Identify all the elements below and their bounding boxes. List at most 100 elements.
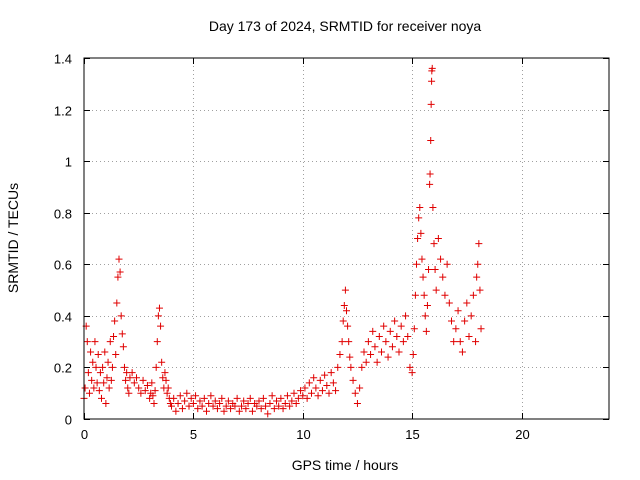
data-point [164,384,172,392]
data-point [113,299,121,307]
y-axis-label: SRMTID / TECUs [5,183,21,293]
data-point [443,260,451,268]
data-point [318,387,326,395]
ticks-layer: 0 5 10 15 20 0 0.2 0.4 0.6 0.8 1 1.2 1.4 [54,52,609,442]
data-points-layer [80,64,485,418]
data-point [117,312,125,320]
data-point [334,363,342,371]
data-point [88,376,96,384]
data-point [84,369,92,377]
data-point [211,397,219,405]
data-point [288,397,296,405]
data-point [305,379,313,387]
data-point [102,400,110,408]
data-point [418,255,426,263]
data-point [378,348,385,356]
data-point [344,322,352,330]
y-tick-label: 0.6 [54,258,72,273]
data-point [445,299,453,307]
data-point [183,389,191,397]
data-point [404,332,412,340]
data-point [427,100,435,108]
data-point [475,240,483,248]
data-point [266,400,274,408]
data-point [126,374,134,382]
y-tick-label: 0.4 [54,310,72,325]
data-point [426,170,434,178]
data-point [203,407,210,415]
data-point [351,389,359,397]
data-point [176,392,184,400]
data-point [399,338,407,346]
data-point [220,407,228,415]
data-point [105,384,113,392]
data-point [408,369,416,377]
data-point [150,400,158,408]
data-point [85,389,93,397]
data-point [114,273,122,281]
data-point [87,348,95,356]
data-point [153,338,161,346]
data-point [106,338,114,346]
data-point [409,351,417,359]
data-point [406,363,414,371]
data-point [181,397,189,405]
data-point [216,400,224,408]
data-point [375,332,383,340]
data-point [128,369,136,377]
data-point [187,394,195,402]
data-point [94,351,102,359]
data-point [441,291,449,299]
data-point [119,343,127,351]
data-point [273,397,280,405]
data-point [294,394,302,402]
data-point [367,351,375,359]
data-point [124,384,132,392]
data-point [83,338,91,346]
data-point [107,376,115,384]
data-point [427,137,435,145]
data-point [152,363,160,371]
data-point [93,379,101,387]
data-point [149,392,157,400]
data-point [233,394,241,402]
data-point [431,265,439,273]
data-point [428,64,436,72]
data-point [321,371,329,379]
data-point [360,348,368,356]
data-point [255,397,263,405]
data-point [133,374,140,382]
data-point [338,338,346,346]
data-point [329,379,337,387]
data-point [297,387,305,395]
data-point [336,351,344,359]
data-point [116,268,124,276]
data-point [467,312,475,320]
data-point [157,322,165,330]
data-point [430,240,438,248]
x-tick-label: 10 [296,427,310,442]
data-point [349,376,357,384]
data-point [244,400,252,408]
data-point [439,273,447,281]
data-point [301,384,309,392]
data-point [397,322,405,330]
data-point [174,400,182,408]
data-point [332,387,340,395]
data-point [275,402,283,410]
data-point [410,325,418,333]
data-point [402,312,410,320]
data-point [264,410,272,418]
data-point [135,384,143,392]
data-point [314,392,322,400]
data-point [205,400,213,408]
data-point [259,394,267,402]
data-point [395,348,403,356]
data-point [308,389,315,397]
data-point [290,389,298,397]
grid-layer [84,58,609,419]
data-point [196,397,204,405]
data-point [428,77,436,85]
data-point [292,400,300,408]
data-point [303,394,311,402]
